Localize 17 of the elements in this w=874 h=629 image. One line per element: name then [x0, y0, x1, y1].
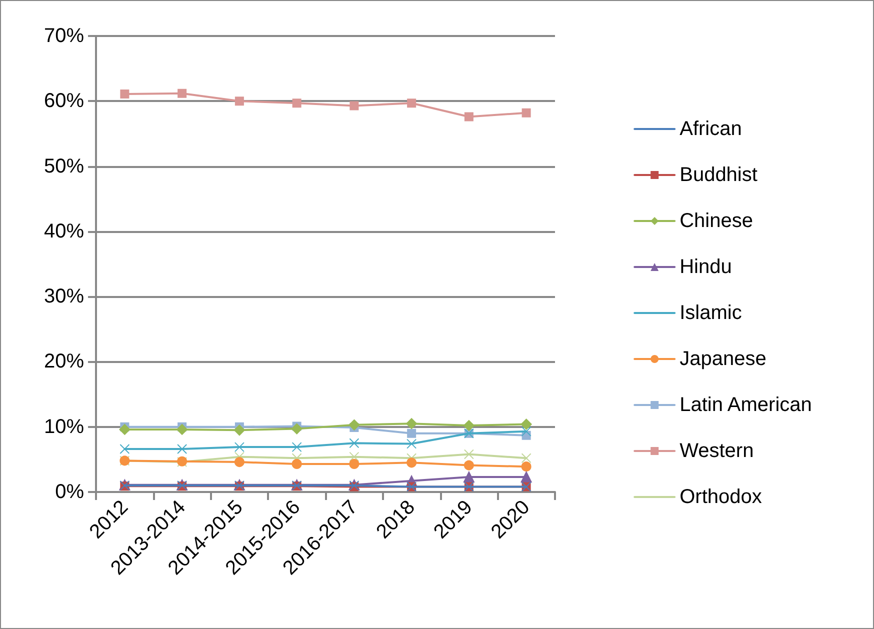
y-tick-label: 30%: [44, 286, 84, 308]
y-tick-label: 10%: [44, 416, 84, 438]
legend-label: Chinese: [680, 210, 753, 232]
y-tick-label: 20%: [44, 350, 84, 373]
y-tick-label: 50%: [44, 155, 84, 178]
legend-label: Orthodox: [680, 486, 762, 508]
y-tick-label: 60%: [44, 90, 84, 112]
legend-label: Latin American: [680, 394, 812, 416]
legend-label: Islamic: [680, 302, 742, 324]
y-tick-label: 40%: [44, 220, 84, 242]
legend-label: Western: [680, 440, 754, 462]
legend-label: Buddhist: [680, 164, 758, 186]
legend-label: African: [680, 118, 742, 140]
legend-label: Japanese: [680, 348, 766, 370]
legend-label: Hindu: [680, 256, 732, 278]
y-tick-label: 0%: [55, 481, 84, 503]
y-tick-label: 70%: [44, 25, 84, 47]
